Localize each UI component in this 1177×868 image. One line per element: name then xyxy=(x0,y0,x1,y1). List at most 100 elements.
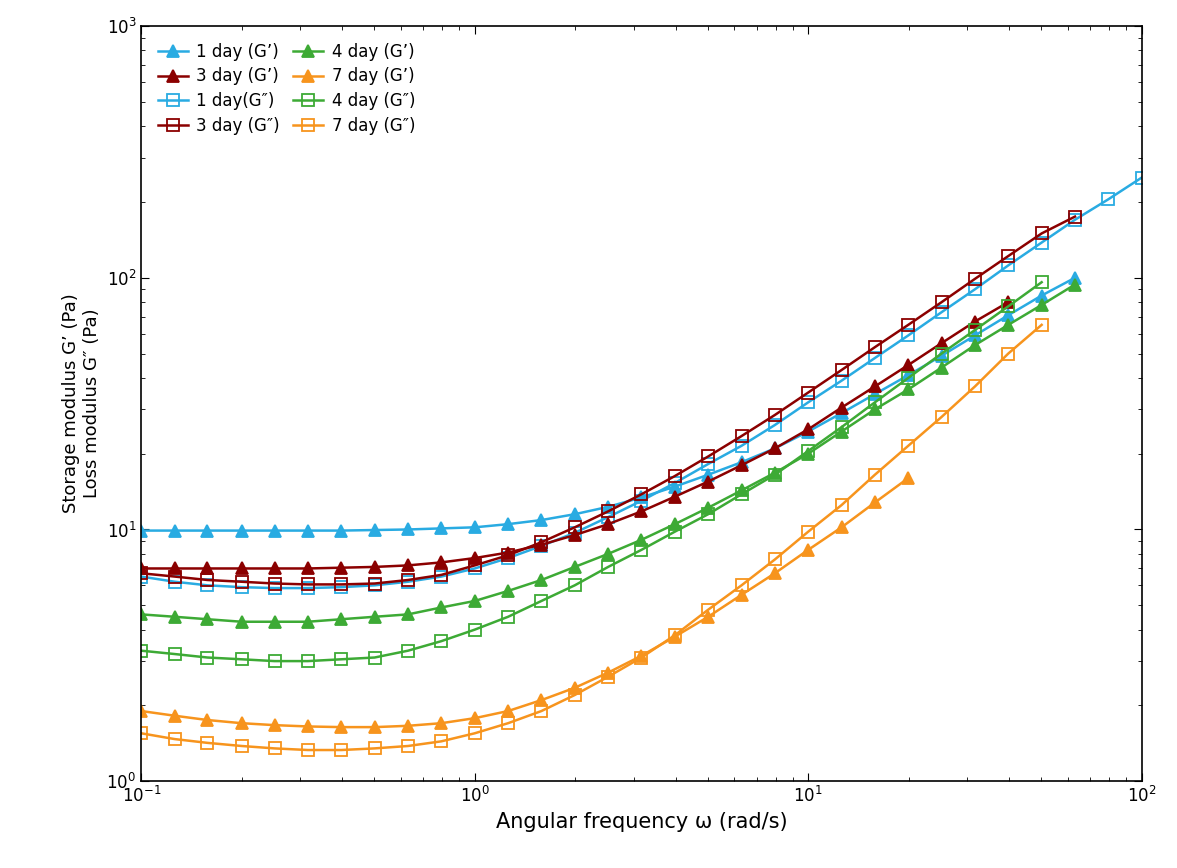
1 day(G″) xyxy=(200,580,214,590)
1 day(G″) xyxy=(767,420,782,431)
7 day (G″) xyxy=(867,470,882,480)
4 day (G″) xyxy=(634,544,649,555)
7 day (G″) xyxy=(234,740,248,751)
4 day (G″) xyxy=(301,656,315,667)
7 day (G″) xyxy=(634,653,649,663)
Line: 4 day (G″): 4 day (G″) xyxy=(135,277,1048,667)
3 day (G’) xyxy=(267,563,281,574)
3 day (G″) xyxy=(167,571,181,582)
1 day (G’) xyxy=(434,523,448,534)
7 day (G″) xyxy=(667,630,681,641)
7 day (G’) xyxy=(867,497,882,508)
3 day (G’) xyxy=(401,560,415,570)
1 day (G’) xyxy=(200,525,214,536)
1 day (G’) xyxy=(334,525,348,536)
4 day (G’) xyxy=(434,602,448,613)
1 day (G’) xyxy=(935,351,949,361)
3 day (G″) xyxy=(200,575,214,585)
3 day (G″) xyxy=(734,431,749,441)
Line: 7 day (G″): 7 day (G″) xyxy=(135,319,1048,755)
3 day (G’) xyxy=(967,316,982,326)
1 day(G″) xyxy=(634,496,649,506)
3 day (G’) xyxy=(601,519,616,529)
7 day (G″) xyxy=(967,381,982,391)
3 day (G″) xyxy=(334,579,348,589)
7 day (G″) xyxy=(434,736,448,746)
7 day (G″) xyxy=(534,706,548,716)
Line: 1 day(G″): 1 day(G″) xyxy=(135,172,1148,594)
3 day (G’) xyxy=(367,562,381,572)
3 day (G’) xyxy=(167,563,181,574)
7 day (G’) xyxy=(501,706,516,716)
7 day (G’) xyxy=(834,523,849,533)
1 day (G’) xyxy=(267,525,281,536)
3 day (G’) xyxy=(434,557,448,568)
3 day (G’) xyxy=(334,562,348,573)
3 day (G″) xyxy=(902,319,916,330)
4 day (G’) xyxy=(401,609,415,620)
3 day (G″) xyxy=(401,575,415,585)
1 day (G’) xyxy=(601,502,616,512)
1 day(G″) xyxy=(1102,194,1116,205)
4 day (G’) xyxy=(601,549,616,559)
7 day (G″) xyxy=(935,411,949,422)
7 day (G’) xyxy=(467,713,481,723)
1 day (G’) xyxy=(134,525,148,536)
4 day (G″) xyxy=(534,595,548,606)
1 day (G’) xyxy=(367,525,381,536)
4 day (G’) xyxy=(1068,279,1082,290)
7 day (G″) xyxy=(167,733,181,744)
7 day (G’) xyxy=(802,544,816,555)
4 day (G″) xyxy=(434,636,448,647)
4 day (G’) xyxy=(334,614,348,624)
1 day(G″) xyxy=(834,376,849,386)
7 day (G″) xyxy=(267,743,281,753)
3 day (G’) xyxy=(701,477,716,487)
Line: 4 day (G’): 4 day (G’) xyxy=(135,279,1082,628)
7 day (G″) xyxy=(734,580,749,590)
Y-axis label: Storage modulus G’ (Pa)
Loss modulus G″ (Pa): Storage modulus G’ (Pa) Loss modulus G″ … xyxy=(62,293,101,514)
7 day (G″) xyxy=(401,740,415,751)
Line: 1 day (G’): 1 day (G’) xyxy=(135,272,1082,536)
3 day (G″) xyxy=(767,410,782,420)
7 day (G’) xyxy=(334,722,348,733)
4 day (G″) xyxy=(1035,277,1049,287)
3 day (G″) xyxy=(834,365,849,375)
3 day (G″) xyxy=(267,578,281,589)
1 day (G’) xyxy=(634,492,649,503)
1 day (G’) xyxy=(167,525,181,536)
4 day (G″) xyxy=(167,649,181,660)
4 day (G″) xyxy=(767,470,782,480)
4 day (G’) xyxy=(834,426,849,437)
1 day(G″) xyxy=(167,576,181,587)
4 day (G’) xyxy=(802,449,816,459)
7 day (G’) xyxy=(267,720,281,730)
1 day(G″) xyxy=(267,583,281,594)
4 day (G″) xyxy=(667,527,681,537)
4 day (G’) xyxy=(267,616,281,627)
1 day(G″) xyxy=(501,553,516,563)
7 day (G″) xyxy=(1002,348,1016,358)
1 day(G″) xyxy=(434,571,448,582)
4 day (G’) xyxy=(534,575,548,585)
3 day (G’) xyxy=(234,563,248,574)
3 day (G″) xyxy=(867,342,882,352)
7 day (G’) xyxy=(767,568,782,578)
4 day (G″) xyxy=(501,612,516,622)
4 day (G’) xyxy=(1035,299,1049,310)
7 day (G″) xyxy=(601,672,616,682)
3 day (G’) xyxy=(935,338,949,348)
4 day (G’) xyxy=(701,503,716,513)
7 day (G″) xyxy=(567,690,581,700)
1 day(G″) xyxy=(802,398,816,408)
4 day (G″) xyxy=(567,580,581,590)
7 day (G″) xyxy=(501,718,516,728)
1 day (G’) xyxy=(534,515,548,525)
1 day (G’) xyxy=(734,457,749,468)
1 day (G’) xyxy=(902,370,916,380)
Line: 7 day (G’): 7 day (G’) xyxy=(135,472,915,733)
1 day(G″) xyxy=(967,284,982,294)
4 day (G″) xyxy=(701,509,716,519)
7 day (G’) xyxy=(234,718,248,728)
1 day (G’) xyxy=(567,509,581,519)
